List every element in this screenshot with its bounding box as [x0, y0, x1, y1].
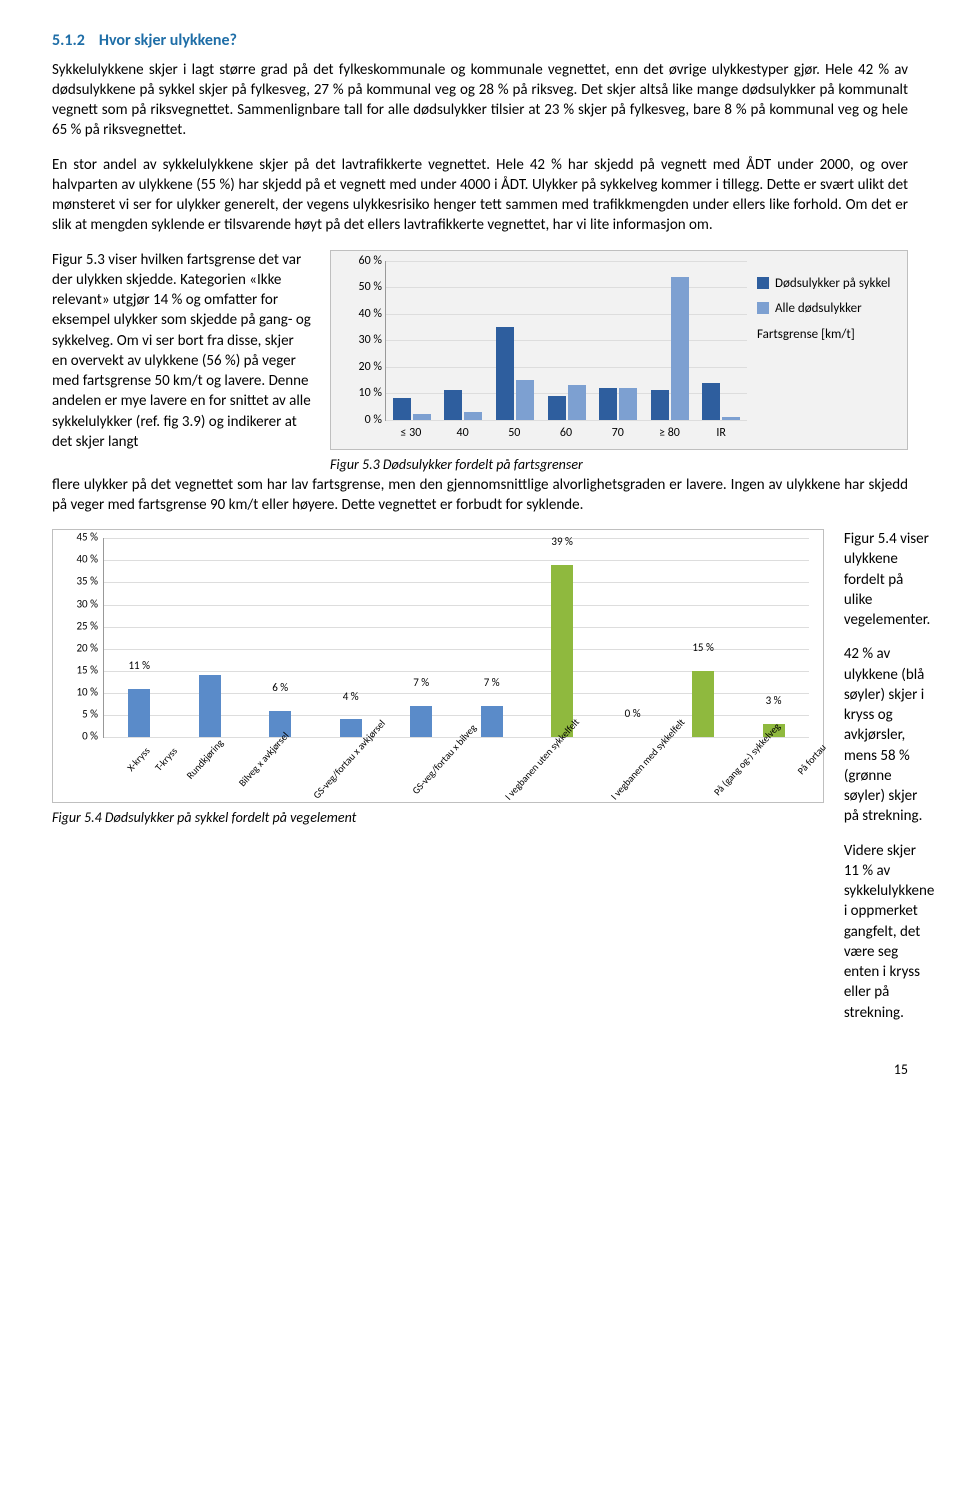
y-axis-label: 10 % [60, 686, 98, 701]
bar-value-label: 4 % [343, 690, 359, 705]
chart-legend: Dødsulykker på sykkel Alle dødsulykker Far… [757, 261, 897, 441]
legend-label: Dødsulykker på sykkel [775, 275, 890, 293]
x-axis-label: ≥ 80 [644, 421, 696, 441]
y-axis-label: 20 % [60, 641, 98, 656]
bar [548, 396, 566, 420]
legend-label: Alle dødsulykker [775, 300, 862, 318]
bar [464, 412, 482, 420]
x-axis-label: 60 [540, 421, 592, 441]
x-axis-label: IR [695, 421, 747, 441]
bar [393, 398, 411, 419]
paragraph: Sykkelulykkene skjer i lagt større grad … [52, 60, 908, 141]
y-axis-label: 10 % [344, 385, 382, 401]
bar [651, 390, 669, 419]
y-axis-label: 50 % [344, 279, 382, 295]
chart-speed-limit: 0 % 10 % 20 % 30 % 40 % 50 % 60 % ≤ 3040506070… [330, 250, 908, 450]
y-axis-label: 0 % [344, 412, 382, 428]
section-number: 5.1.2 [52, 31, 85, 50]
bar [568, 385, 586, 419]
y-axis-label: 60 % [344, 253, 382, 269]
bar [702, 383, 720, 420]
y-axis-label: 40 % [60, 553, 98, 568]
paragraph: Figur 5.3 viser hvilken fartsgrense det … [52, 250, 312, 453]
y-axis-label: 35 % [60, 575, 98, 590]
y-axis-label: 45 % [60, 531, 98, 546]
y-axis-label: 0 % [60, 730, 98, 745]
bar-value-label: 15 % [692, 641, 714, 656]
bar [516, 380, 534, 420]
axis-title: Fartsgrense [km/t] [757, 326, 897, 344]
bar [722, 417, 740, 420]
figure-caption: Figur 5.3 Dødsulykker fordelt på fartsgr… [330, 456, 908, 475]
x-axis-label: 50 [488, 421, 540, 441]
bar-value-label: 0 % [625, 707, 641, 722]
y-axis-label: 5 % [60, 708, 98, 723]
bar [671, 277, 689, 420]
paragraph: flere ulykker på det vegnettet som har l… [52, 475, 908, 516]
y-axis-label: 40 % [344, 306, 382, 322]
y-axis-label: 20 % [344, 359, 382, 375]
bar [444, 390, 462, 419]
bar [496, 327, 514, 420]
y-axis-label: 15 % [60, 663, 98, 678]
paragraph: Figur 5.4 viser ulykkene fordelt på ulik… [844, 529, 935, 630]
section-title: Hvor skjer ulykkene? [99, 31, 237, 50]
x-axis-label: 40 [437, 421, 489, 441]
bar [599, 388, 617, 420]
paragraph: 42 % av ulykkene (blå søyler) skjer i kr… [844, 644, 935, 826]
chart-road-element: 0 % 5 % 10 % 15 % 20 % 25 % 30 % 35 % 40 % 45 % 11… [52, 529, 824, 803]
paragraph: En stor andel av sykkelulykkene skjer på… [52, 155, 908, 236]
bar [692, 671, 714, 737]
bar-value-label: 7 % [484, 677, 500, 692]
x-axis-label: ≤ 30 [385, 421, 437, 441]
bar [128, 689, 150, 738]
bar [619, 388, 637, 420]
section-heading: 5.1.2 Hvor skjer ulykkene? [52, 30, 908, 52]
y-axis-label: 30 % [344, 332, 382, 348]
y-axis-label: 25 % [60, 619, 98, 634]
bar-value-label: 11 % [128, 659, 150, 674]
bar-value-label: 6 % [272, 681, 288, 696]
bar-value-label: 39 % [551, 535, 573, 550]
paragraph: Videre skjer 11 % av sykkelulykkene i op… [844, 841, 935, 1023]
bar-value-label: 7 % [413, 677, 429, 692]
bar [413, 414, 431, 419]
figure-caption: Figur 5.4 Dødsulykker på sykkel fordelt … [52, 809, 824, 828]
page-number: 15 [52, 1061, 908, 1080]
y-axis-label: 30 % [60, 597, 98, 612]
bar-value-label: 3 % [766, 694, 782, 709]
x-axis-label: 70 [592, 421, 644, 441]
bar [481, 706, 503, 737]
